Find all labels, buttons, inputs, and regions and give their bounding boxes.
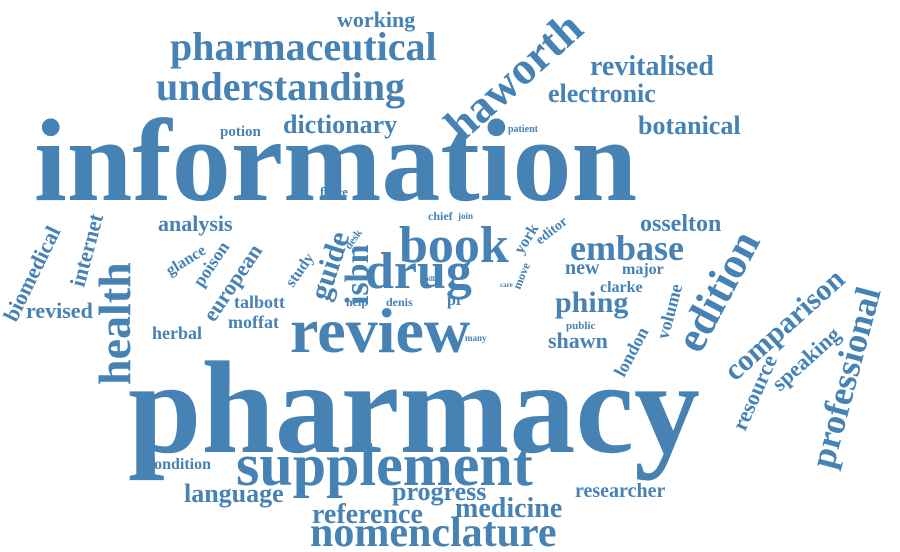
word-pharmaceutical: pharmaceutical [170, 24, 437, 69]
word-move: move [510, 260, 533, 291]
word-pr: pr [447, 292, 463, 309]
word-chief: chief [428, 209, 454, 223]
word-osselton: osselton [640, 211, 721, 237]
word-patient: patient [508, 124, 539, 135]
word-health: health [89, 262, 140, 385]
word-botanical: botanical [638, 111, 741, 140]
word-talbott: talbott [234, 292, 285, 312]
word-analysis: analysis [158, 211, 233, 236]
word-join: join [457, 211, 473, 221]
word-dictionary: dictionary [283, 110, 397, 139]
word-pill: pill [425, 275, 435, 283]
word-force: force [320, 184, 348, 199]
word-nomenclature: nomenclature [310, 510, 557, 552]
word-new: new [565, 257, 600, 279]
word-medicine: medicine [455, 493, 562, 524]
word-denis: denis [386, 295, 413, 309]
word-help: help [346, 295, 368, 309]
word-reference: reference [312, 499, 423, 530]
word-language: language [184, 479, 284, 508]
word-moffat: moffat [228, 312, 279, 332]
word-isbn: isbn [339, 244, 376, 305]
word-working: working [337, 7, 415, 32]
word-revitalised: revitalised [590, 51, 714, 82]
word-understanding: understanding [156, 64, 405, 109]
word-drug: drug [365, 243, 472, 300]
word-clarke: clarke [600, 279, 643, 296]
word-information: information [34, 95, 637, 226]
word-progress: progress [392, 477, 486, 506]
word-revised: revised [26, 298, 93, 323]
word-potion: potion [220, 124, 262, 140]
word-supplement: supplement [236, 432, 533, 498]
word-phing: phing [555, 286, 628, 319]
word-public: public [566, 320, 595, 332]
word-review: review [290, 295, 470, 366]
word-major: major [622, 261, 664, 278]
word-many: many [465, 333, 487, 343]
word-care: care [500, 281, 513, 289]
word-shawn: shawn [548, 328, 608, 353]
word-herbal: herbal [152, 323, 202, 343]
word-book: book [399, 217, 509, 274]
word-researcher: researcher [575, 480, 665, 502]
word-condition: condition [147, 456, 211, 473]
word-pharmacy: pharmacy [128, 334, 700, 481]
word-embase: embase [570, 228, 684, 268]
word-electronic: electronic [548, 79, 656, 108]
